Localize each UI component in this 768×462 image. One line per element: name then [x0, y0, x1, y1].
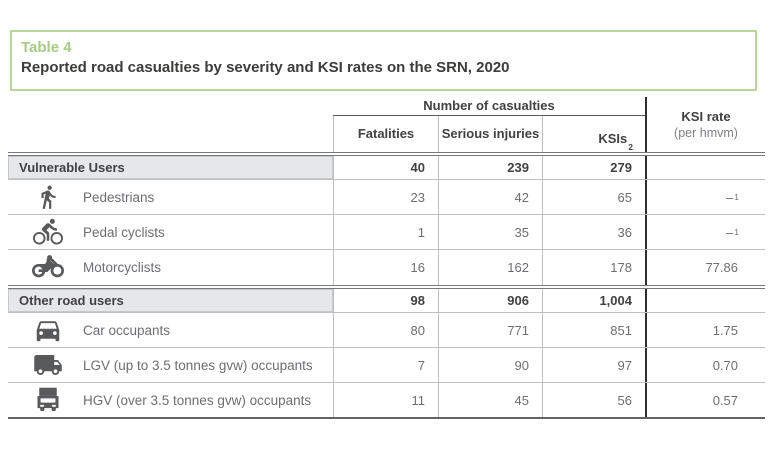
- table-row-group: Other road users 98 906 1,004: [8, 289, 765, 313]
- serious-injuries-value: 771: [438, 313, 542, 347]
- fatalities-value: 16: [333, 250, 438, 285]
- ksis-value: 56: [542, 383, 645, 417]
- serious-injuries-value: 35: [438, 215, 542, 249]
- serious-injuries-value: 162: [438, 250, 542, 285]
- ksis-value: 1,004: [542, 289, 645, 312]
- table-row: Motorcyclists 16 162 178 77.86: [8, 250, 765, 285]
- ksi-rate-value: –1: [645, 215, 765, 249]
- double-rule: [8, 152, 765, 156]
- row-label: Motorcyclists: [83, 260, 162, 275]
- group-label: Vulnerable Users: [8, 156, 333, 179]
- column-header-serious-injuries: Serious injuries: [438, 116, 542, 152]
- table-row: LGV (up to 3.5 tonnes gvw) occupants 7 9…: [8, 348, 765, 383]
- ksis-value: 65: [542, 180, 645, 214]
- column-group-header: Number of casualties: [333, 97, 645, 116]
- row-label: LGV (up to 3.5 tonnes gvw) occupants: [83, 357, 313, 373]
- fatalities-value: 1: [333, 215, 438, 249]
- ksi-rate-value: 0.70: [645, 348, 765, 382]
- ksi-rate-value: 0.57: [645, 383, 765, 417]
- column-header-ksi-rate: KSI rate (per hmvm): [645, 97, 765, 152]
- ksi-rate-value: [645, 289, 765, 312]
- table-title-box: Table 4 Reported road casualties by seve…: [10, 30, 757, 91]
- ksi-rate-label: KSI rate: [681, 109, 731, 124]
- column-header-ksis: KSIs 2: [542, 116, 645, 152]
- truck-icon: [26, 386, 70, 414]
- fatalities-value: 80: [333, 313, 438, 347]
- casualties-table: Number of casualties KSI rate (per hmvm)…: [8, 97, 765, 419]
- fatalities-value: 40: [333, 156, 438, 179]
- table-row: HGV (over 3.5 tonnes gvw) occupants 11 4…: [8, 383, 765, 419]
- ksis-value: 178: [542, 250, 645, 285]
- fatalities-value: 98: [333, 289, 438, 312]
- ksi-rate-value: 77.86: [645, 250, 765, 285]
- table-row: Pedal cyclists 1 35 36 –1: [8, 215, 765, 250]
- fatalities-value: 11: [333, 383, 438, 417]
- table-row: Car occupants 80 771 851 1.75: [8, 313, 765, 348]
- table-title: Reported road casualties by severity and…: [21, 59, 510, 77]
- motorcycle-icon: [26, 252, 70, 284]
- row-label-cell: Car occupants: [8, 313, 333, 347]
- serious-injuries-value: 42: [438, 180, 542, 214]
- header-spacer: [8, 116, 333, 152]
- pedestrian-icon: [26, 184, 70, 210]
- row-label: Pedestrians: [83, 189, 155, 205]
- table-number-label: Table 4: [21, 39, 72, 56]
- serious-injuries-value: 45: [438, 383, 542, 417]
- car-icon: [26, 315, 70, 345]
- bicycle-icon: [26, 217, 70, 247]
- ksis-value: 279: [542, 156, 645, 179]
- table-header: Number of casualties KSI rate (per hmvm)…: [8, 97, 765, 152]
- ksi-rate-unit: (per hmvm): [674, 126, 738, 140]
- row-label: Pedal cyclists: [83, 224, 165, 240]
- ksi-rate-value: –1: [645, 180, 765, 214]
- ksi-rate-value: [645, 156, 765, 179]
- double-rule: [8, 285, 765, 289]
- fatalities-value: 23: [333, 180, 438, 214]
- row-label-cell: HGV (over 3.5 tonnes gvw) occupants: [8, 383, 333, 417]
- row-label-cell: LGV (up to 3.5 tonnes gvw) occupants: [8, 348, 333, 382]
- fatalities-value: 7: [333, 348, 438, 382]
- group-label: Other road users: [8, 289, 333, 312]
- row-label-cell: Motorcyclists: [8, 250, 333, 285]
- header-spacer: [8, 97, 333, 116]
- serious-injuries-value: 239: [438, 156, 542, 179]
- van-icon: [26, 350, 70, 380]
- ksis-value: 36: [542, 215, 645, 249]
- column-header-fatalities: Fatalities: [333, 116, 438, 152]
- ksis-value: 97: [542, 348, 645, 382]
- ksis-value: 851: [542, 313, 645, 347]
- row-label-cell: Pedal cyclists: [8, 215, 333, 249]
- table-row: Pedestrians 23 42 65 –1: [8, 180, 765, 215]
- serious-injuries-value: 906: [438, 289, 542, 312]
- row-label-cell: Pedestrians: [8, 180, 333, 214]
- table-row-group: Vulnerable Users 40 239 279: [8, 156, 765, 180]
- row-label: HGV (over 3.5 tonnes gvw) occupants: [83, 392, 312, 408]
- serious-injuries-value: 90: [438, 348, 542, 382]
- row-label: Car occupants: [83, 322, 171, 338]
- ksi-rate-value: 1.75: [645, 313, 765, 347]
